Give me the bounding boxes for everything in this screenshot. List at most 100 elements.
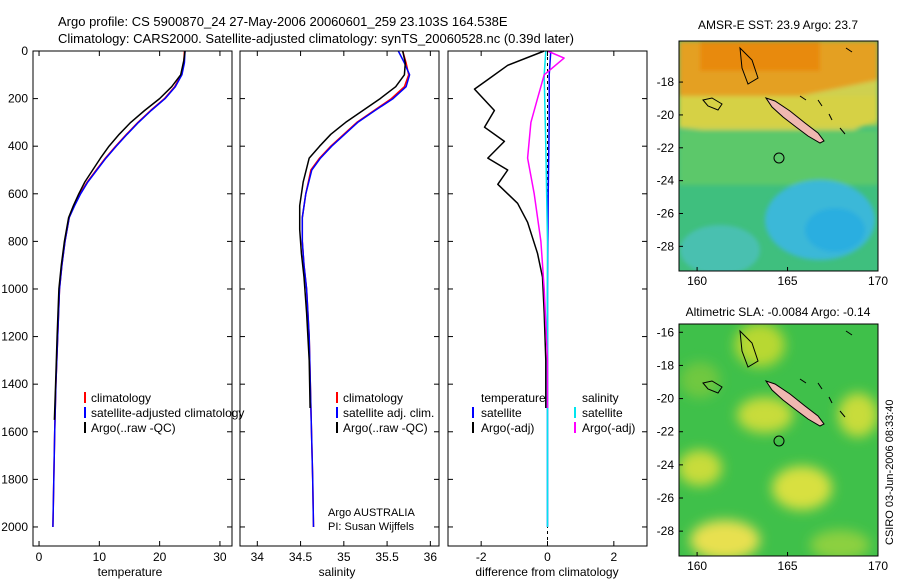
x-tick-label: 0 [544,550,551,564]
lon-tick-label: 170 [868,274,888,288]
sst-ticks: 160 165 170 -18 -20 -22 -24 -26 -28 [657,75,889,288]
y-tick-label: 1800 [1,472,28,486]
legend-label-satellite: satellite adj. clim. [343,406,434,420]
lat-tick-label: -26 [657,491,675,505]
footer-timestamp: CSIRO 03-Jun-2006 08:33:40 [884,399,896,545]
legend-label-satellite-adjusted: satellite-adjusted climatology [91,406,244,420]
sst-cool-patch-2 [680,225,760,271]
series-salinity-satellite [543,50,549,527]
lat-tick-label: -20 [657,392,675,406]
difference-series [473,50,565,546]
x-tick-label: 36 [424,550,438,564]
sst-warm-core [700,41,820,71]
sla-coastlines [702,329,853,447]
legend-label-sal-argo: Argo(-adj) [582,421,635,435]
salinity-panel: 34 34.5 35 35.5 36 salinity climatology sate… [239,50,440,579]
sst-green-mid [679,130,878,185]
x-tick-label: 34.5 [289,550,313,564]
series-climatology [52,50,186,528]
lon-tick-label: 170 [868,559,888,573]
sla-background [679,324,878,556]
y-tick-label: 400 [8,139,28,153]
y-tick-label: 800 [8,234,28,248]
y-tick-label: 1000 [1,282,28,296]
sla-mid-2 [680,362,720,398]
sla-high-5 [690,520,760,556]
new-caledonia-island [764,380,825,427]
sla-map-panel: Altimetric SLA: -0.0084 Argo: -0.14 160 1… [657,305,889,573]
y-tick-label: 1200 [1,330,28,344]
legend-label-temp-argo: Argo(-adj) [481,421,534,435]
argo-australia-label: Argo AUSTRALIA [328,507,415,519]
sst-map-frame [678,40,879,272]
sst-field [679,41,878,271]
figure-title-line-1: Argo profile: CS 5900870_24 27-May-2006 … [58,14,508,29]
lat-tick-label: -24 [657,174,675,188]
x-tick-label: 0 [36,550,43,564]
legend-heading-salinity: salinity [582,391,619,405]
lon-tick-label: 160 [687,274,707,288]
sst-map-panel: AMSR-E SST: 23.9 Argo: 23.7 160 165 170 -18… [657,18,889,288]
sla-high-3 [679,450,722,486]
y-tick-label: 200 [8,92,28,106]
pi-name-label: PI: Susan Wijffels [328,521,414,533]
legend-label-climatology: climatology [91,391,151,405]
legend-label-temp-satellite: satellite [481,406,522,420]
difference-ticks: -2 0 2 [448,50,647,564]
salinity-legend: climatology satellite adj. clim. Argo(..… [336,391,434,435]
lon-tick-label: 160 [687,559,707,573]
y-tick-label: 1400 [1,377,28,391]
lat-tick-label: -18 [657,75,675,89]
lon-tick-label: 165 [778,274,798,288]
series-climatology [301,50,410,528]
sla-field [679,324,878,556]
x-tick-label: 30 [213,550,227,564]
sla-high-1 [735,324,785,367]
coastline-reef [702,46,853,135]
sla-high-6 [838,393,878,437]
sla-mid-1 [810,530,870,556]
sla-high-4 [772,466,832,510]
difference-legend: temperature satellite Argo(-adj) salinit… [472,391,635,435]
x-tick-label: 35.5 [375,550,399,564]
sst-map-title: AMSR-E SST: 23.9 Argo: 23.7 [698,18,858,32]
sla-argo-marker [773,435,785,447]
temperature-series [52,50,186,528]
sla-high-2 [737,397,793,433]
legend-label-sal-satellite: satellite [582,406,623,420]
x-tick-label: 34 [251,550,265,564]
x-tick-label: 10 [93,550,107,564]
y-tick-label: 600 [8,187,28,201]
sla-ticks: 160 165 170 -16 -18 -20 -22 -24 -26 -28 [657,325,889,573]
salinity-plot-frame [239,50,440,547]
salinity-xlabel: salinity [319,565,356,579]
salinity-ticks: 34 34.5 35 35.5 36 [240,50,439,564]
salinity-series [298,50,411,528]
lat-tick-label: -22 [657,141,675,155]
new-caledonia-island [764,97,825,144]
y-tick-label: 0 [21,44,28,58]
lat-tick-label: -28 [657,524,675,538]
difference-panel: -2 0 2 difference from climatology tempera… [447,50,648,579]
sla-map-title: Altimetric SLA: -0.0084 Argo: -0.14 [686,305,871,319]
difference-xlabel: difference from climatology [475,565,618,579]
temperature-ticks: 0 10 20 30 0 200 400 600 800 1000 1200 1400 1600 1800… [1,44,232,564]
lat-tick-label: -18 [657,358,675,372]
series-argo-raw-qc- [53,50,186,420]
legend-label-argo: Argo(..raw -QC) [91,421,176,435]
series-satellite-adjusted-climatology [52,50,186,528]
y-tick-label: 2000 [1,520,28,534]
lat-tick-label: -20 [657,108,675,122]
temperature-legend: climatology satellite-adjusted climatolo… [84,391,244,435]
temperature-plot-frame [32,50,233,547]
lat-tick-label: -26 [657,207,675,221]
x-tick-label: 35 [337,550,351,564]
lat-tick-label: -24 [657,458,675,472]
series-temperature-argo-adj- [473,50,547,408]
lat-tick-label: -16 [657,325,675,339]
y-tick-label: 1600 [1,425,28,439]
temperature-xlabel: temperature [98,565,163,579]
figure-title-line-2: Climatology: CARS2000. Satellite-adjuste… [58,31,574,46]
lat-tick-label: -22 [657,425,675,439]
